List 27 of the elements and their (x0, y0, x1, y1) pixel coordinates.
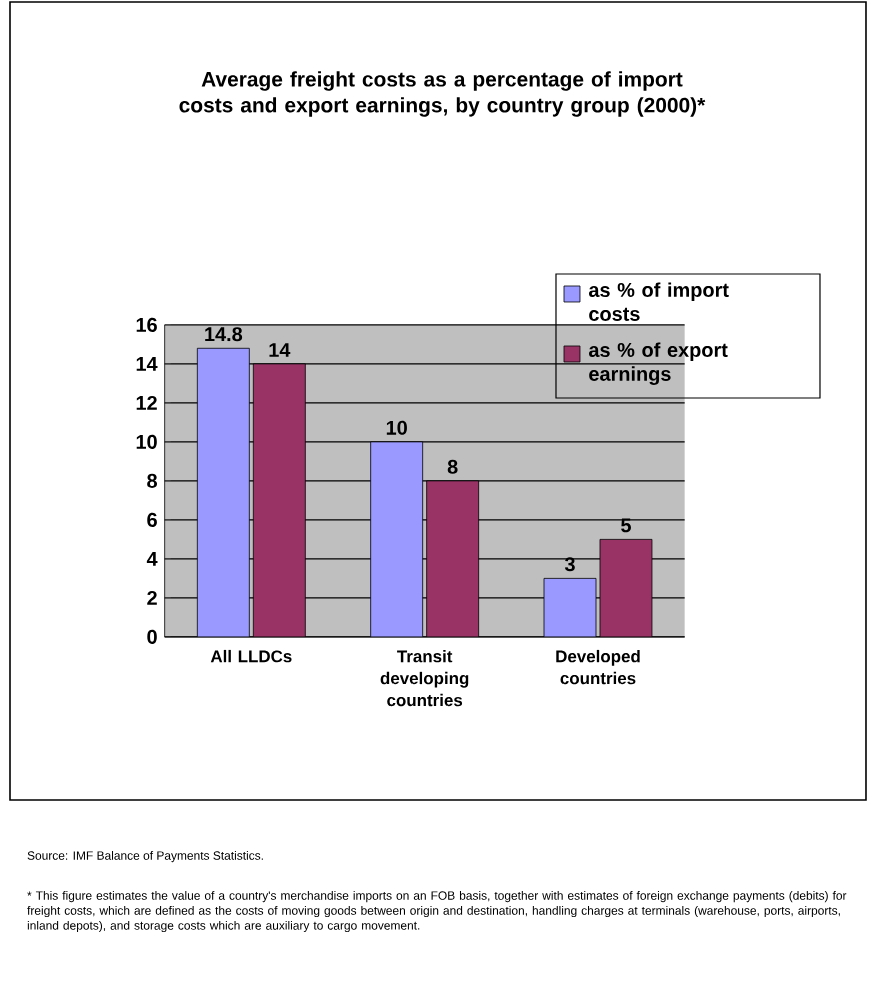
y-tick-label: 10 (136, 434, 157, 449)
y-tick-label: 2 (147, 590, 157, 605)
y-tick-label: 16 (136, 317, 157, 332)
x-tick-label: Developed countries (556, 649, 640, 685)
data-label: 10 (386, 420, 407, 435)
legend-label: as % of export earnings (588, 342, 728, 385)
data-label: 8 (447, 459, 458, 474)
data-label: 5 (621, 518, 631, 533)
bar (252, 363, 306, 637)
data-label: 14 (269, 343, 291, 357)
y-tick-label: 14 (136, 357, 158, 371)
bar (426, 480, 480, 637)
bar (543, 577, 597, 637)
bar (370, 441, 424, 637)
data-label: 14.8 (205, 327, 243, 342)
y-tick-label: 8 (147, 473, 158, 488)
x-tick-label: Transit developing countries (380, 649, 469, 707)
y-tick-label: 4 (146, 552, 158, 566)
bar (599, 538, 653, 637)
x-tick-label: All LLDCs (210, 649, 292, 663)
y-tick-label: 6 (147, 512, 157, 527)
y-tick-label: 0 (147, 629, 157, 644)
bar (196, 347, 250, 637)
y-tick-label: 12 (136, 395, 157, 410)
legend-label: as % of import costs (588, 282, 729, 321)
chart-title: Average freight costs as a percentage of import costs and export earnings, by country group (2000)* (179, 71, 706, 117)
data-label: 3 (564, 557, 575, 572)
